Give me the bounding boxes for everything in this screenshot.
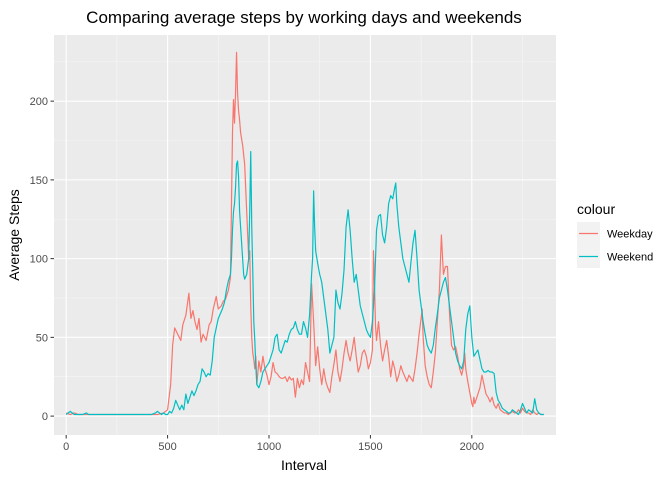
x-tick-label: 2000: [460, 441, 484, 453]
legend-item-weekend: Weekend: [577, 245, 653, 268]
plot-panel: [54, 35, 556, 435]
x-axis-title: Interval: [281, 457, 327, 473]
series-lines: [65, 51, 544, 416]
axis-tick-marks: [50, 100, 473, 439]
legend-item-weekday: Weekday: [577, 222, 653, 245]
legend-label-weekend: Weekend: [607, 252, 653, 264]
legend: colour Weekday Weekend: [577, 201, 653, 268]
y-tick-label: 50: [36, 332, 48, 344]
y-tick-label: 0: [42, 411, 48, 423]
y-tick-label: 100: [30, 254, 48, 266]
major-gridlines: [54, 35, 556, 435]
x-axis-tick-labels: 0 500 1000 1500 2000: [63, 441, 484, 453]
legend-title: colour: [577, 201, 615, 217]
x-tick-label: 1000: [257, 441, 281, 453]
series-line-weekday: [65, 51, 544, 416]
y-axis-tick-labels: 0 50 100 150 200: [30, 96, 48, 423]
x-tick-label: 0: [63, 441, 69, 453]
legend-label-weekday: Weekday: [607, 229, 653, 241]
chart-title: Comparing average steps by working days …: [86, 8, 522, 27]
series-line-weekend: [65, 150, 544, 416]
y-tick-label: 150: [30, 175, 48, 187]
y-axis-title: Average Steps: [6, 189, 22, 281]
x-tick-label: 500: [158, 441, 176, 453]
x-tick-label: 1500: [358, 441, 382, 453]
y-tick-label: 200: [30, 96, 48, 108]
